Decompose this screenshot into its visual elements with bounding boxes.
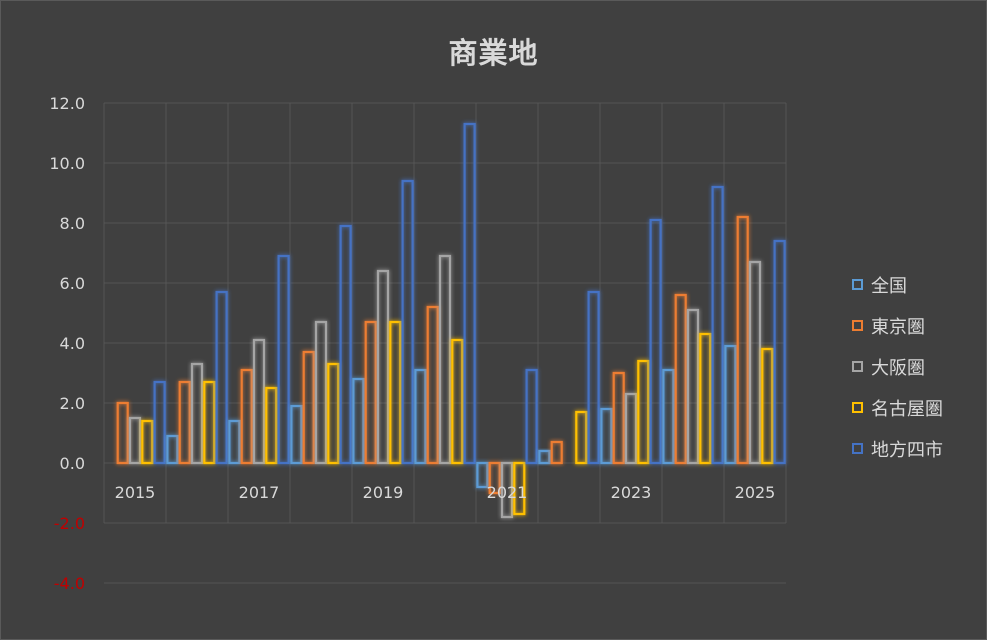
y-tick-label: 10.0 (49, 154, 85, 173)
bar-全国-2017 (228, 419, 241, 465)
bar-全国-2019 (352, 377, 365, 465)
legend-swatch (852, 402, 863, 413)
x-tick-label: 2019 (363, 483, 404, 502)
chart-title: 商業地 (448, 36, 539, 70)
bar-東京圏-2018 (302, 350, 315, 465)
bar-地方四市-2022 (587, 290, 600, 465)
bar-大阪圏-2016 (190, 362, 204, 465)
legend-item: 全国 (852, 264, 943, 305)
bar-東京圏-2019 (364, 320, 377, 465)
bar-地方四市-2025 (773, 239, 786, 465)
legend-swatch (852, 361, 863, 372)
legend-item: 東京圏 (852, 305, 943, 346)
legend: 全国東京圏大阪圏名古屋圏地方四市 (852, 264, 943, 469)
bar-東京圏-2015 (116, 401, 129, 465)
legend-swatch (852, 279, 863, 290)
bar-名古屋圏-2023 (637, 359, 650, 465)
bar-全国-2025 (724, 344, 737, 465)
bar-地方四市-2021 (525, 368, 538, 465)
y-axis: -4.0 -2.0 0.0 2.0 4.0 6.0 8.0 10.0 12.0 (49, 94, 85, 593)
legend-label: 名古屋圏 (871, 398, 943, 420)
bar-大阪圏-2023 (624, 392, 638, 465)
y-tick-label: 0.0 (60, 454, 85, 473)
bar-東京圏-2021 (488, 461, 501, 495)
bar-東京圏-2025 (736, 215, 749, 465)
legend-swatch (852, 320, 863, 331)
bar-地方四市-2023 (649, 218, 662, 465)
bar-東京圏-2016 (178, 380, 191, 465)
bar-全国-2020 (414, 368, 427, 465)
bar-大阪圏-2025 (748, 260, 762, 465)
bar-名古屋圏-2020 (451, 338, 464, 465)
bar-名古屋圏-2022 (575, 410, 588, 465)
y-tick-label: -4.0 (54, 574, 85, 593)
bar-地方四市-2018 (339, 224, 352, 465)
bar-名古屋圏-2017 (265, 386, 278, 465)
legend-label: 地方四市 (871, 439, 943, 461)
bar-東京圏-2017 (240, 368, 253, 465)
bar-大阪圏-2018 (314, 320, 328, 465)
bars (116, 122, 786, 519)
bar-大阪圏-2024 (686, 308, 700, 465)
bar-東京圏-2023 (612, 371, 625, 465)
x-axis: 2015 2017 2019 2021 2023 2025 (115, 483, 776, 502)
bar-地方四市-2016 (215, 290, 228, 465)
bar-東京圏-2024 (674, 293, 687, 465)
legend-item: 名古屋圏 (852, 387, 943, 428)
bar-大阪圏-2021 (500, 461, 514, 519)
bar-東京圏-2022 (550, 440, 563, 465)
bar-全国-2023 (600, 407, 613, 465)
legend-swatch (852, 443, 863, 454)
legend-item: 地方四市 (852, 428, 943, 469)
bar-全国-2022 (538, 449, 551, 465)
bar-名古屋圏-2019 (389, 320, 402, 465)
bar-大阪圏-2017 (252, 338, 266, 465)
bar-大阪圏-2015 (128, 416, 142, 465)
bar-全国-2021 (476, 461, 489, 489)
bar-地方四市-2017 (277, 254, 290, 465)
legend-label: 大阪圏 (871, 357, 925, 379)
x-tick-label: 2025 (735, 483, 776, 502)
x-tick-label: 2017 (239, 483, 280, 502)
legend-item: 大阪圏 (852, 346, 943, 387)
y-tick-label: 4.0 (60, 334, 85, 353)
x-tick-label: 2015 (115, 483, 156, 502)
bar-名古屋圏-2025 (761, 347, 774, 465)
bar-名古屋圏-2015 (141, 419, 154, 465)
gridlines (103, 102, 787, 584)
y-tick-label: 6.0 (60, 274, 85, 293)
legend-label: 全国 (871, 275, 907, 297)
x-tick-label: 2023 (611, 483, 652, 502)
y-tick-label: 12.0 (49, 94, 85, 113)
y-tick-label: 8.0 (60, 214, 85, 233)
bar-大阪圏-2019 (376, 269, 390, 465)
bar-地方四市-2019 (401, 179, 414, 465)
y-tick-label: 2.0 (60, 394, 85, 413)
bar-名古屋圏-2021 (513, 461, 526, 516)
bar-全国-2016 (166, 434, 179, 465)
bar-名古屋圏-2016 (203, 380, 216, 465)
x-tick-label: 2021 (487, 483, 528, 502)
bar-地方四市-2024 (711, 185, 724, 465)
bar-大阪圏-2020 (438, 254, 452, 465)
bar-全国-2024 (662, 368, 675, 465)
bar-地方四市-2015 (153, 380, 166, 465)
bar-名古屋圏-2018 (327, 362, 340, 465)
bar-全国-2018 (290, 404, 303, 465)
y-tick-label: -2.0 (54, 514, 85, 533)
bar-東京圏-2020 (426, 305, 439, 465)
legend-label: 東京圏 (871, 316, 925, 338)
bar-地方四市-2020 (463, 122, 476, 465)
bar-名古屋圏-2024 (699, 332, 712, 465)
